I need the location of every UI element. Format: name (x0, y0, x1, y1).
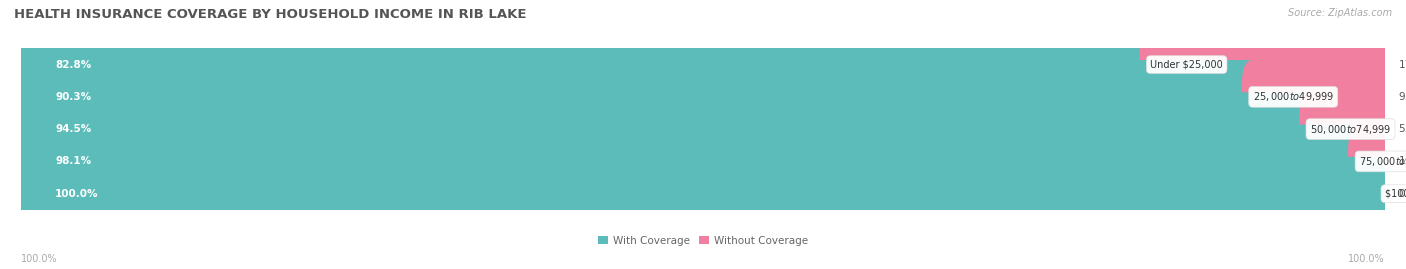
FancyBboxPatch shape (1139, 28, 1396, 101)
Text: 94.5%: 94.5% (55, 124, 91, 134)
Text: 82.8%: 82.8% (55, 59, 91, 70)
FancyBboxPatch shape (10, 92, 1320, 166)
FancyBboxPatch shape (1299, 92, 1396, 166)
Bar (21, 145, 1385, 178)
Bar (21, 81, 1385, 113)
Text: $25,000 to $49,999: $25,000 to $49,999 (1253, 90, 1334, 103)
Text: $50,000 to $74,999: $50,000 to $74,999 (1310, 123, 1391, 136)
Text: 9.7%: 9.7% (1399, 92, 1406, 102)
FancyBboxPatch shape (10, 125, 1369, 198)
FancyBboxPatch shape (10, 157, 1396, 231)
Text: Source: ZipAtlas.com: Source: ZipAtlas.com (1288, 8, 1392, 18)
Text: Under $25,000: Under $25,000 (1150, 59, 1223, 70)
Text: 100.0%: 100.0% (1348, 254, 1385, 264)
Text: $75,000 to $99,999: $75,000 to $99,999 (1360, 155, 1406, 168)
Text: 100.0%: 100.0% (55, 189, 98, 199)
Text: 5.5%: 5.5% (1399, 124, 1406, 134)
Text: 1.9%: 1.9% (1399, 156, 1406, 167)
Bar (21, 113, 1385, 145)
Text: 0.0%: 0.0% (1399, 189, 1406, 199)
Text: HEALTH INSURANCE COVERAGE BY HOUSEHOLD INCOME IN RIB LAKE: HEALTH INSURANCE COVERAGE BY HOUSEHOLD I… (14, 8, 527, 21)
Text: 17.2%: 17.2% (1399, 59, 1406, 70)
Bar (21, 178, 1385, 210)
FancyBboxPatch shape (1241, 60, 1396, 134)
FancyBboxPatch shape (10, 60, 1264, 134)
Bar (21, 48, 1385, 81)
Legend: With Coverage, Without Coverage: With Coverage, Without Coverage (593, 231, 813, 250)
Text: $100,000 and over: $100,000 and over (1385, 189, 1406, 199)
Text: 100.0%: 100.0% (21, 254, 58, 264)
Text: 90.3%: 90.3% (55, 92, 91, 102)
FancyBboxPatch shape (10, 28, 1161, 101)
FancyBboxPatch shape (1348, 125, 1396, 198)
Text: 98.1%: 98.1% (55, 156, 91, 167)
